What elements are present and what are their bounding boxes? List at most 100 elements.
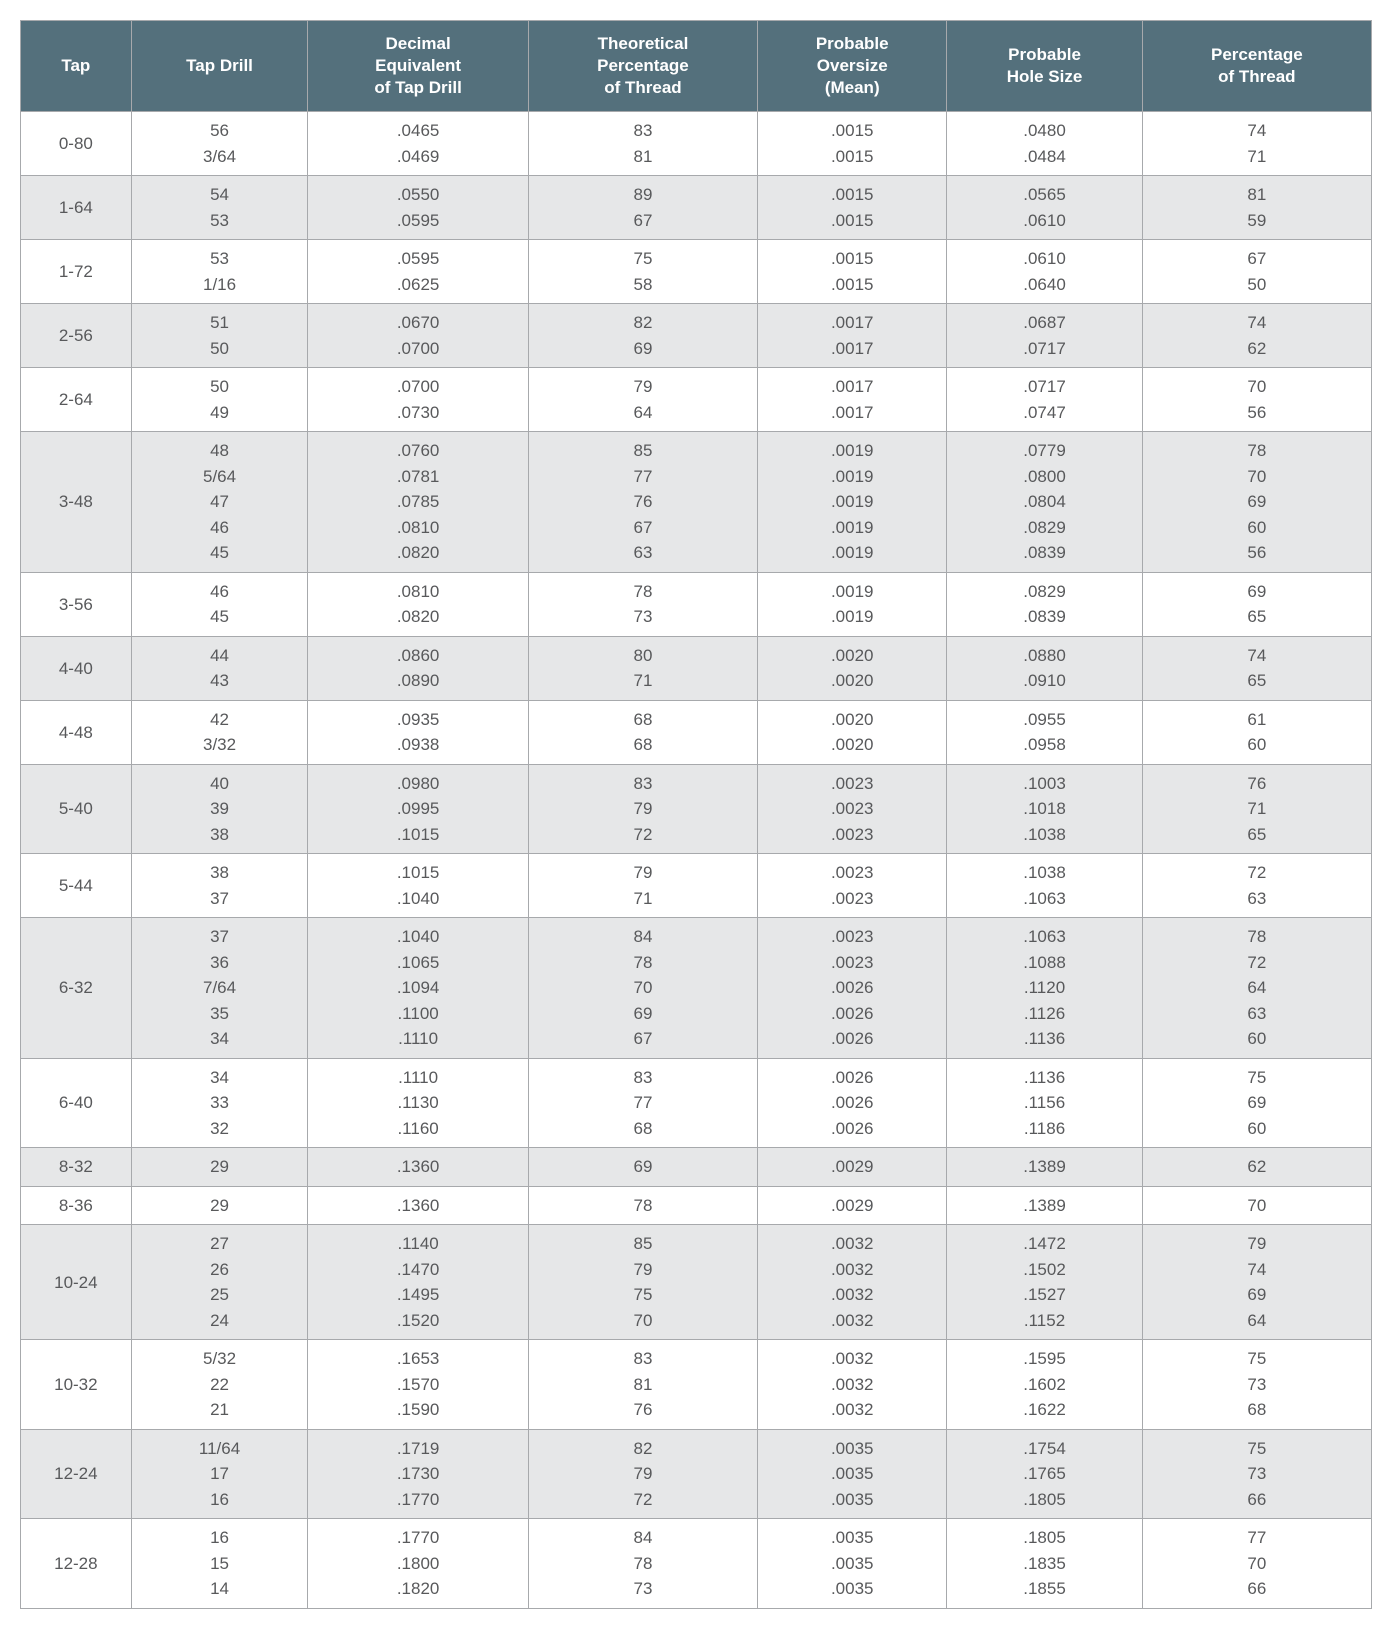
table-row: 4-4044 43.0860 .089080 71.0020 .0020.088… — [21, 636, 1372, 700]
cell-dec: .0860 .0890 — [308, 636, 528, 700]
cell-drill: 40 39 38 — [131, 764, 308, 854]
cell-dec: .0980 .0995 .1015 — [308, 764, 528, 854]
cell-theo: 85 77 76 67 63 — [528, 432, 757, 573]
cell-hole: .1595 .1602 .1622 — [947, 1340, 1142, 1430]
cell-tap: 10-24 — [21, 1225, 132, 1340]
table-row: 0-8056 3/64.0465 .046983 81.0015 .0015.0… — [21, 112, 1372, 176]
cell-dec: .0810 .0820 — [308, 572, 528, 636]
cell-dec: .1360 — [308, 1148, 528, 1187]
cell-pct: 77 70 66 — [1142, 1519, 1371, 1609]
cell-pct: 78 70 69 60 56 — [1142, 432, 1371, 573]
cell-hole: .1389 — [947, 1186, 1142, 1225]
cell-pct: 67 50 — [1142, 240, 1371, 304]
table-row: 2-6450 49.0700 .073079 64.0017 .0017.071… — [21, 368, 1372, 432]
cell-drill: 38 37 — [131, 854, 308, 918]
cell-dec: .0465 .0469 — [308, 112, 528, 176]
table-row: 10-2427 26 25 24.1140 .1470 .1495 .15208… — [21, 1225, 1372, 1340]
cell-tap: 8-36 — [21, 1186, 132, 1225]
cell-drill: 11/64 17 16 — [131, 1429, 308, 1519]
col-header-2: Decimal Equivalent of Tap Drill — [308, 21, 528, 112]
cell-hole: .0779 .0800 .0804 .0829 .0839 — [947, 432, 1142, 573]
cell-theo: 83 81 76 — [528, 1340, 757, 1430]
cell-pct: 75 73 68 — [1142, 1340, 1371, 1430]
cell-theo: 79 64 — [528, 368, 757, 432]
cell-hole: .0829 .0839 — [947, 572, 1142, 636]
cell-over: .0035 .0035 .0035 — [758, 1429, 947, 1519]
cell-over: .0020 .0020 — [758, 636, 947, 700]
cell-over: .0023 .0023 .0023 — [758, 764, 947, 854]
cell-pct: 74 65 — [1142, 636, 1371, 700]
table-body: 0-8056 3/64.0465 .046983 81.0015 .0015.0… — [21, 112, 1372, 1609]
cell-pct: 61 60 — [1142, 700, 1371, 764]
cell-tap: 4-48 — [21, 700, 132, 764]
cell-hole: .1136 .1156 .1186 — [947, 1058, 1142, 1148]
table-row: 1-7253 1/16.0595 .062575 58.0015 .0015.0… — [21, 240, 1372, 304]
cell-pct: 62 — [1142, 1148, 1371, 1187]
cell-pct: 81 59 — [1142, 176, 1371, 240]
cell-over: .0032 .0032 .0032 — [758, 1340, 947, 1430]
table-row: 8-3629.136078.0029.138970 — [21, 1186, 1372, 1225]
cell-hole: .1472 .1502 .1527 .1152 — [947, 1225, 1142, 1340]
cell-theo: 80 71 — [528, 636, 757, 700]
cell-drill: 29 — [131, 1148, 308, 1187]
cell-over: .0023 .0023 .0026 .0026 .0026 — [758, 918, 947, 1059]
cell-theo: 68 68 — [528, 700, 757, 764]
col-header-6: Percentage of Thread — [1142, 21, 1371, 112]
table-row: 5-4040 39 38.0980 .0995 .101583 79 72.00… — [21, 764, 1372, 854]
table-row: 6-4034 33 32.1110 .1130 .116083 77 68.00… — [21, 1058, 1372, 1148]
cell-dec: .1719 .1730 .1770 — [308, 1429, 528, 1519]
cell-tap: 6-32 — [21, 918, 132, 1059]
table-row: 8-3229.136069.0029.138962 — [21, 1148, 1372, 1187]
cell-drill: 29 — [131, 1186, 308, 1225]
cell-dec: .1015 .1040 — [308, 854, 528, 918]
cell-drill: 44 43 — [131, 636, 308, 700]
cell-theo: 78 — [528, 1186, 757, 1225]
cell-hole: .1063 .1088 .1120 .1126 .1136 — [947, 918, 1142, 1059]
table-row: 2-5651 50.0670 .070082 69.0017 .0017.068… — [21, 304, 1372, 368]
cell-theo: 83 79 72 — [528, 764, 757, 854]
cell-pct: 72 63 — [1142, 854, 1371, 918]
cell-over: .0020 .0020 — [758, 700, 947, 764]
cell-tap: 5-40 — [21, 764, 132, 854]
cell-drill: 16 15 14 — [131, 1519, 308, 1609]
col-header-4: Probable Oversize (Mean) — [758, 21, 947, 112]
cell-hole: .1389 — [947, 1148, 1142, 1187]
cell-theo: 69 — [528, 1148, 757, 1187]
cell-pct: 74 62 — [1142, 304, 1371, 368]
table-row: 5-4438 37.1015 .104079 71.0023 .0023.103… — [21, 854, 1372, 918]
cell-over: .0032 .0032 .0032 .0032 — [758, 1225, 947, 1340]
cell-tap: 1-72 — [21, 240, 132, 304]
cell-pct: 70 — [1142, 1186, 1371, 1225]
cell-hole: .0880 .0910 — [947, 636, 1142, 700]
cell-tap: 6-40 — [21, 1058, 132, 1148]
cell-drill: 53 1/16 — [131, 240, 308, 304]
cell-drill: 50 49 — [131, 368, 308, 432]
cell-drill: 51 50 — [131, 304, 308, 368]
cell-tap: 1-64 — [21, 176, 132, 240]
table-header: TapTap DrillDecimal Equivalent of Tap Dr… — [21, 21, 1372, 112]
cell-hole: .1003 .1018 .1038 — [947, 764, 1142, 854]
cell-drill: 34 33 32 — [131, 1058, 308, 1148]
cell-theo: 78 73 — [528, 572, 757, 636]
cell-pct: 75 73 66 — [1142, 1429, 1371, 1519]
cell-tap: 2-64 — [21, 368, 132, 432]
cell-drill: 48 5/64 47 46 45 — [131, 432, 308, 573]
cell-tap: 3-48 — [21, 432, 132, 573]
cell-over: .0015 .0015 — [758, 176, 947, 240]
cell-hole: .0687 .0717 — [947, 304, 1142, 368]
table-row: 4-4842 3/32.0935 .093868 68.0020 .0020.0… — [21, 700, 1372, 764]
cell-tap: 12-24 — [21, 1429, 132, 1519]
cell-over: .0035 .0035 .0035 — [758, 1519, 947, 1609]
cell-hole: .0717 .0747 — [947, 368, 1142, 432]
col-header-1: Tap Drill — [131, 21, 308, 112]
cell-theo: 89 67 — [528, 176, 757, 240]
cell-over: .0015 .0015 — [758, 240, 947, 304]
col-header-5: Probable Hole Size — [947, 21, 1142, 112]
cell-hole: .0565 .0610 — [947, 176, 1142, 240]
cell-theo: 84 78 70 69 67 — [528, 918, 757, 1059]
table-row: 12-2816 15 14.1770 .1800 .182084 78 73.0… — [21, 1519, 1372, 1609]
cell-drill: 5/32 22 21 — [131, 1340, 308, 1430]
cell-dec: .0700 .0730 — [308, 368, 528, 432]
cell-drill: 46 45 — [131, 572, 308, 636]
cell-pct: 75 69 60 — [1142, 1058, 1371, 1148]
